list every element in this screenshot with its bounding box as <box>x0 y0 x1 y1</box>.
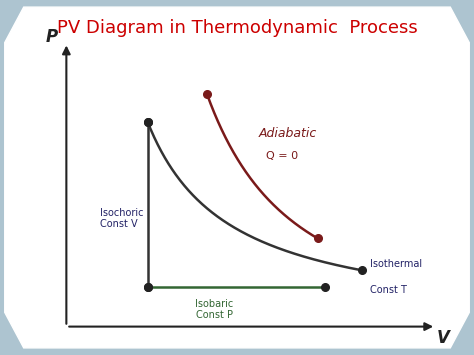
Text: Q = 0: Q = 0 <box>266 151 298 161</box>
Polygon shape <box>5 7 469 348</box>
Text: Isothermal: Isothermal <box>370 259 422 269</box>
Text: P: P <box>46 28 58 46</box>
Text: Const T: Const T <box>370 285 406 295</box>
Text: V: V <box>437 329 450 347</box>
Text: Adiabatic: Adiabatic <box>259 127 317 140</box>
Text: PV Diagram in Thermodynamic  Process: PV Diagram in Thermodynamic Process <box>56 20 418 37</box>
Text: Isobaric
Const P: Isobaric Const P <box>195 299 233 320</box>
Text: Isochoric
Const V: Isochoric Const V <box>100 208 143 229</box>
